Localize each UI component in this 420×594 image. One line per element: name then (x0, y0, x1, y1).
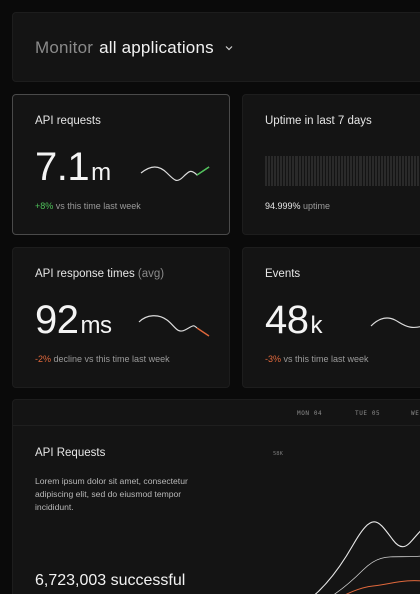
uptime-bar (265, 156, 268, 186)
uptime-bar (307, 156, 310, 186)
uptime-bar (371, 156, 374, 186)
uptime-bar (301, 156, 304, 186)
api-requests-delta: +8% vs this time last week (35, 201, 141, 211)
uptime-bar (304, 156, 307, 186)
detail-description: Lorem ipsum dolor sit amet, consectetur … (35, 476, 188, 512)
uptime-bar (316, 156, 319, 186)
uptime-bar (377, 156, 380, 186)
api-requests-card[interactable]: API requests 7.1m +8% vs this time last … (12, 94, 230, 235)
api-response-delta: -2% decline vs this time last week (35, 354, 170, 364)
uptime-bar (292, 156, 295, 186)
uptime-bar (338, 156, 341, 186)
chevron-down-icon (225, 46, 233, 51)
uptime-bar (280, 156, 283, 186)
uptime-bar (392, 156, 396, 186)
events-value: 48k (265, 298, 322, 342)
uptime-bar (362, 156, 365, 186)
uptime-bar (347, 156, 350, 186)
monitor-label: Monitor (35, 38, 94, 57)
uptime-bar (295, 156, 298, 186)
day-axis: MON 04 TUE 05 WE (13, 400, 420, 426)
uptime-bar (374, 156, 377, 186)
uptime-bar (313, 156, 316, 186)
uptime-bar (286, 156, 289, 186)
uptime-bar (350, 156, 353, 186)
uptime-bar (319, 156, 322, 186)
api-requests-line-chart (314, 521, 420, 594)
uptime-bar (268, 156, 271, 186)
uptime-bar (298, 156, 301, 186)
api-requests-sparkline (140, 166, 210, 182)
uptime-card[interactable]: Uptime in last 7 days 94.999% uptime (242, 94, 420, 235)
uptime-bar (380, 156, 383, 186)
uptime-bar (332, 156, 335, 186)
api-requests-value: 7.1m (35, 145, 111, 189)
uptime-bar (408, 156, 411, 186)
uptime-value: 94.999% uptime (265, 201, 331, 211)
uptime-bar (383, 156, 386, 186)
card-title: Events (265, 268, 301, 280)
uptime-bar (399, 156, 402, 186)
uptime-bar (283, 156, 286, 186)
day-label: MON 04 (297, 410, 323, 417)
uptime-bar (411, 156, 414, 186)
uptime-bar (414, 156, 417, 186)
uptime-bar (274, 156, 277, 186)
day-label: TUE 05 (355, 410, 381, 417)
uptime-bar (277, 156, 280, 186)
api-response-times-card[interactable]: API response times (avg) 92ms -2% declin… (12, 247, 230, 388)
uptime-bar (353, 156, 356, 186)
uptime-bar (405, 156, 408, 186)
uptime-bar (417, 156, 420, 186)
successful-count: 6,723,003 successful (35, 572, 186, 589)
uptime-bar (271, 156, 274, 186)
uptime-bar (322, 156, 325, 186)
uptime-bar (344, 156, 347, 186)
uptime-bar (359, 156, 362, 186)
uptime-bar (335, 156, 338, 186)
monitor-header: Monitor all applications (12, 12, 420, 82)
uptime-bar (310, 156, 313, 186)
uptime-bar (325, 156, 328, 186)
y-tick-label: 58K (273, 451, 283, 457)
uptime-bar (386, 156, 389, 186)
card-title: Uptime in last 7 days (265, 115, 372, 127)
detail-title: API Requests (35, 447, 106, 459)
uptime-bar (341, 156, 344, 186)
api-response-value: 92ms (35, 298, 112, 342)
app-scope-selector[interactable]: Monitor all applications (35, 38, 234, 58)
card-title: API requests (35, 115, 101, 127)
events-card[interactable]: Events 48k -3% vs this time last week (242, 247, 420, 388)
uptime-bar (389, 156, 392, 186)
uptime-bar (396, 156, 399, 186)
uptime-bar (368, 156, 371, 186)
events-delta: -3% vs this time last week (265, 354, 369, 364)
uptime-bar (289, 156, 292, 186)
scope-value: all applications (99, 38, 214, 57)
uptime-bar (365, 156, 368, 186)
events-sparkline (370, 317, 420, 328)
day-label: WE (411, 410, 420, 417)
card-title: API response times (avg) (35, 268, 165, 280)
uptime-bar (356, 156, 359, 186)
uptime-bar-chart (265, 156, 420, 186)
api-requests-detail-card: MON 04 TUE 05 WE API Requests Lorem ipsu… (12, 399, 420, 594)
uptime-bar (402, 156, 405, 186)
uptime-bar (328, 156, 332, 186)
api-response-sparkline (138, 315, 210, 337)
